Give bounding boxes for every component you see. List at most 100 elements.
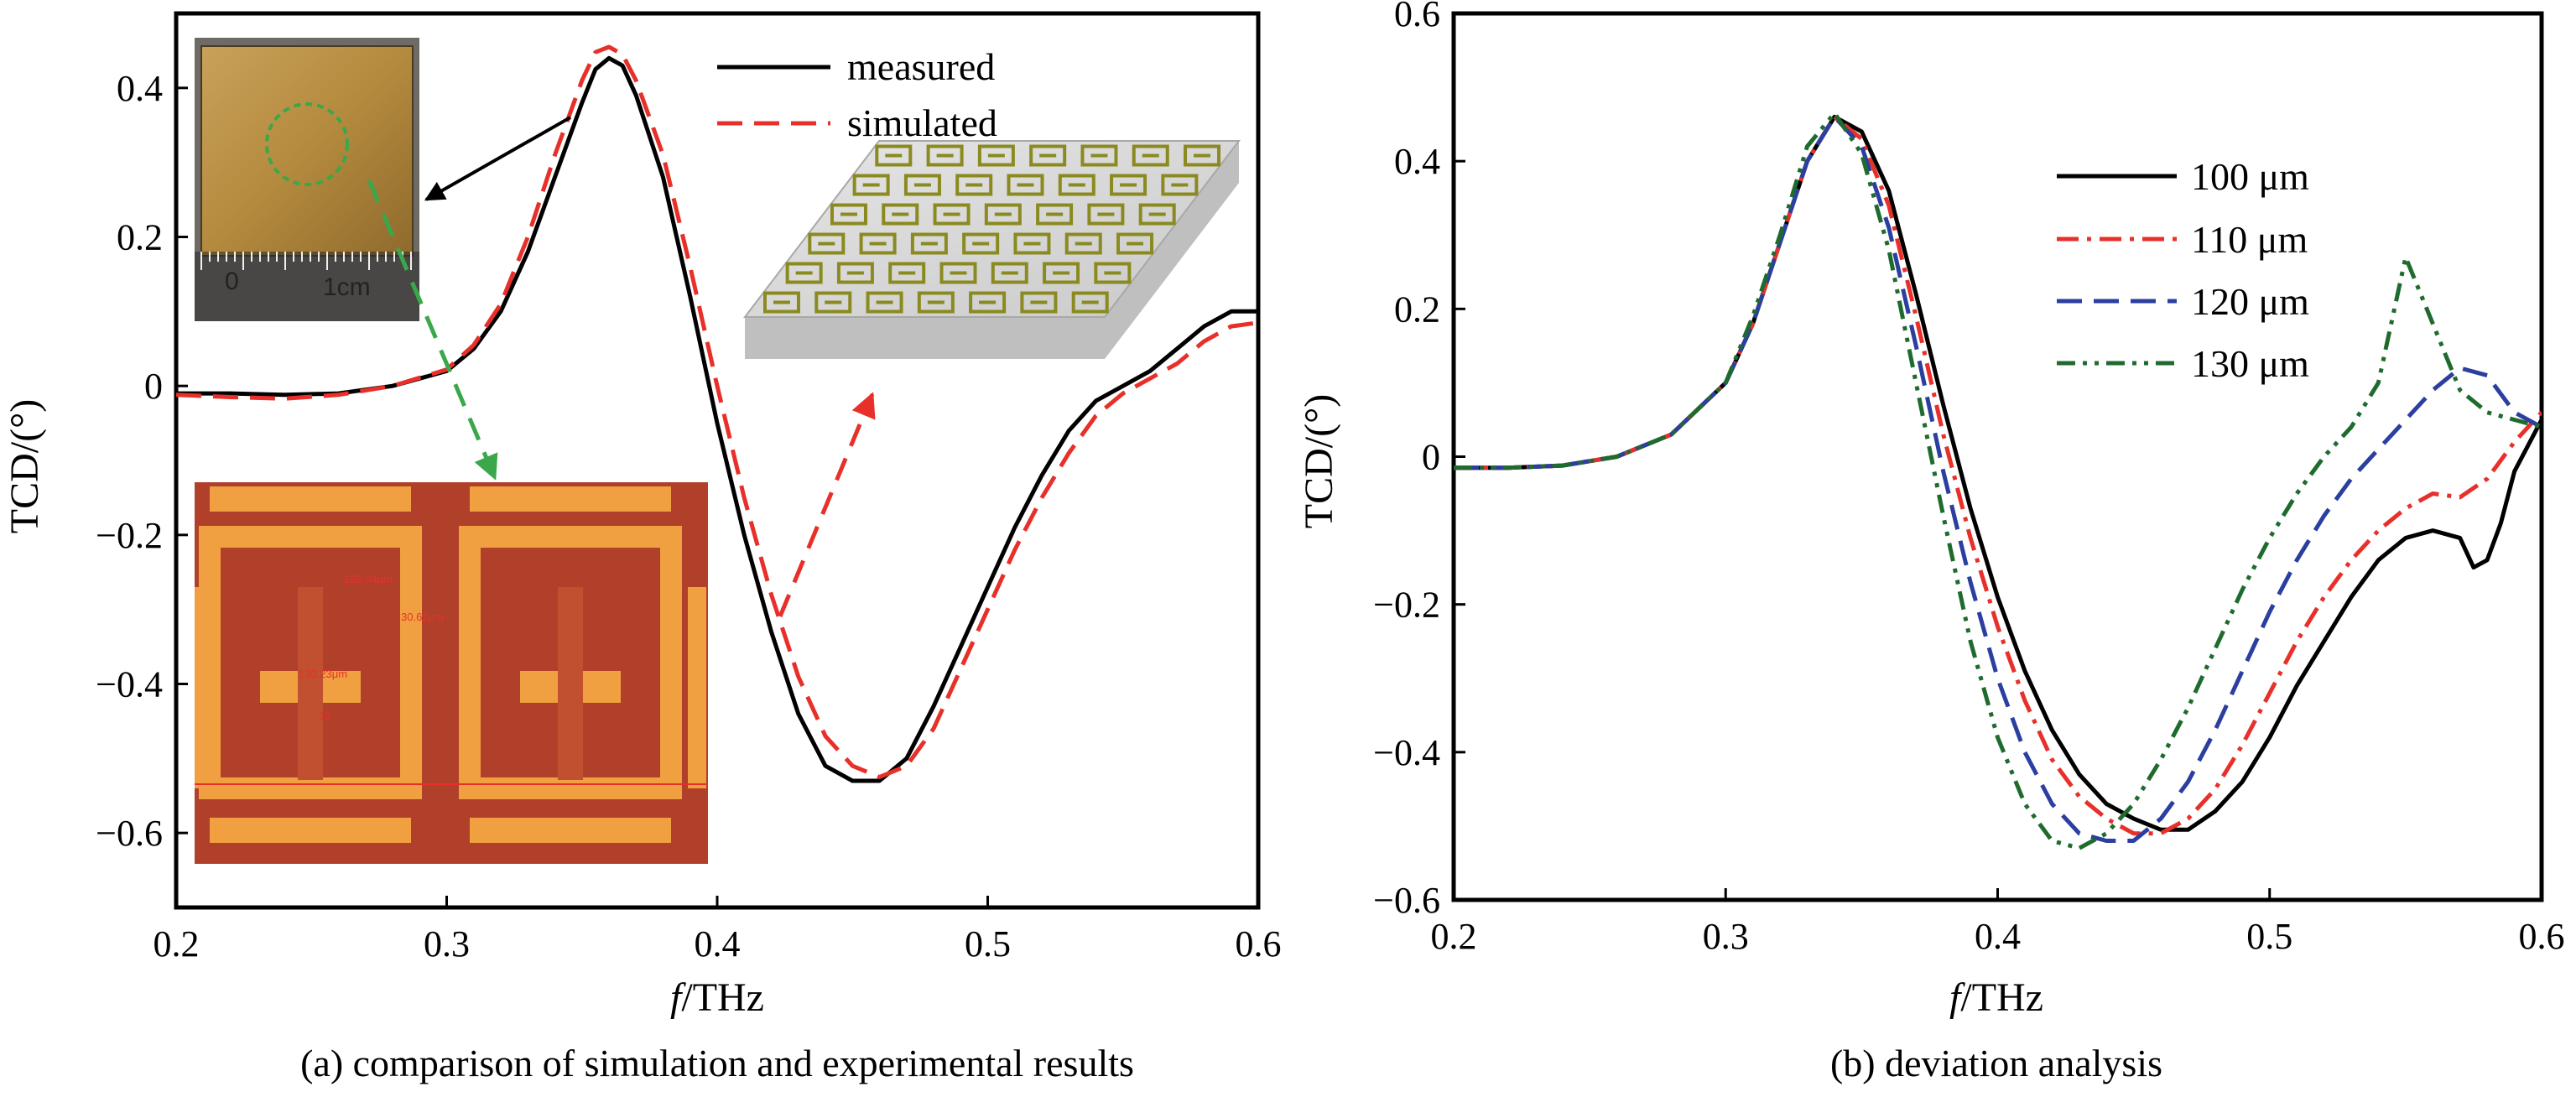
board-unit-cell — [888, 262, 926, 284]
a-ylabel: TCD/(°) — [3, 399, 47, 534]
a-ytick-label: −0.4 — [96, 664, 163, 705]
a-caption: (a) comparison of simulation and experim… — [300, 1042, 1134, 1084]
panel-b: 0.2 0.3 0.4 0.5 0.6 0.6 0.4 0.2 0 −0.2 −0.4 −0.6 10… — [1297, 0, 2565, 1084]
b-xtick-label: 0.4 — [1975, 916, 2021, 957]
a-ytick-label: 0.2 — [117, 217, 163, 258]
photo-scale-zero: 0 — [225, 268, 239, 295]
board-unit-cell — [1020, 291, 1058, 314]
b-ytick-label: −0.6 — [1373, 880, 1440, 921]
photo-zoom-circle — [265, 102, 349, 186]
board-top — [742, 140, 1241, 318]
board-unit-cell — [984, 203, 1022, 226]
board-unit-cell — [1029, 144, 1067, 167]
board-unit-cell — [866, 291, 903, 314]
legend-a-measured: measured — [847, 45, 995, 88]
b-caption: (b) deviation analysis — [1830, 1042, 2162, 1084]
a-series-line-0 — [176, 55, 1258, 783]
board-unit-cell — [1058, 174, 1095, 196]
a-xtick-label: 0.6 — [1236, 923, 1282, 964]
legend-a: measured simulated — [717, 45, 997, 144]
board-unit-cell — [814, 291, 852, 314]
board-unit-cell — [762, 291, 800, 314]
legend-b-120: 120 μm — [2191, 280, 2309, 323]
sample-photo-inset: 0 1cm — [195, 38, 419, 321]
board-unit-cell — [808, 232, 846, 255]
b-ytick-label: 0 — [1422, 437, 1440, 478]
board-unit-cell — [1110, 174, 1147, 196]
micro-bar — [470, 486, 671, 512]
board-unit-cell — [939, 262, 977, 284]
micro-bar — [470, 818, 671, 843]
micro-bar — [210, 818, 411, 843]
legend-b-110: 110 μm — [2191, 218, 2308, 261]
board-unit-cell — [926, 144, 964, 167]
board-unit-cell — [969, 291, 1007, 314]
a-xtick-label: 0.5 — [965, 923, 1011, 964]
micro-side-bar — [688, 587, 706, 788]
legend-b: 100 μm 110 μm 120 μm 130 μm — [2057, 155, 2309, 385]
board-unit-cell — [1064, 232, 1102, 255]
micro-unit-cell — [459, 526, 682, 799]
board-unit-cell — [859, 232, 897, 255]
board-unit-cell — [1071, 291, 1109, 314]
a-ytick-label: −0.2 — [96, 515, 163, 556]
micro-label-3: 130.23μm — [299, 668, 347, 680]
micro-side-bar — [195, 587, 213, 788]
legend-a-simulated: simulated — [847, 101, 997, 144]
a-ytick-label: −0.6 — [96, 813, 163, 854]
b-ylabel: TCD/(°) — [1297, 394, 1341, 529]
b-ytick-label: −0.2 — [1373, 585, 1440, 626]
board-unit-cell — [875, 144, 913, 167]
b-xtick-label: 0.5 — [2246, 916, 2292, 957]
b-xtick-label: 0.2 — [1431, 916, 1477, 957]
board-unit-cell — [785, 262, 823, 284]
b-xtick-label: 0.6 — [2519, 916, 2565, 957]
board-unit-cell — [1013, 232, 1051, 255]
b-series-line-2 — [1454, 114, 2542, 843]
board-unit-cell — [917, 291, 955, 314]
board-unit-cell — [962, 232, 1000, 255]
b-series-line-3 — [1454, 111, 2542, 850]
microscope-inset: 182.04μm 30.61μm 130.23μm 15 — [195, 482, 708, 864]
photo-ruler — [195, 252, 419, 321]
peak-to-photo-arrow — [424, 116, 571, 201]
board-unit-cell — [991, 262, 1028, 284]
board-unit-cell — [1080, 144, 1118, 167]
b-ytick-label: −0.4 — [1373, 732, 1440, 773]
metasurface-model-inset — [742, 140, 1241, 359]
a-xlabel: f/THz — [670, 975, 764, 1020]
board-unit-cell — [852, 174, 890, 196]
board-unit-cell — [882, 203, 919, 226]
board-unit-cell — [903, 174, 941, 196]
micro-unit-cell — [199, 526, 422, 799]
photo-sample — [200, 45, 414, 257]
b-series-line-0 — [1454, 114, 2542, 832]
micro-label-2: 30.61μm — [401, 611, 444, 623]
board-unit-cell — [1132, 144, 1169, 167]
board-unit-cell — [1116, 232, 1154, 255]
board-unit-cell — [1138, 203, 1176, 226]
board-unit-cell — [830, 203, 867, 226]
a-xtick-label: 0.4 — [695, 923, 741, 964]
board-unit-cell — [1007, 174, 1044, 196]
a-ytick-label: 0 — [144, 366, 163, 407]
board-unit-cell — [933, 203, 971, 226]
board-unit-cell — [910, 232, 948, 255]
a-xtick-label: 0.2 — [154, 923, 200, 964]
micro-bar — [210, 486, 411, 512]
board-unit-cell — [1184, 144, 1221, 167]
board-unit-cell — [1087, 203, 1125, 226]
a-series-line-1 — [176, 44, 1258, 779]
b-xtick-label: 0.3 — [1703, 916, 1749, 957]
micro-label-4: 15 — [319, 710, 330, 722]
b-xlabel: f/THz — [1949, 975, 2043, 1020]
board-unit-cell — [1043, 262, 1080, 284]
board-unit-cell — [1036, 203, 1074, 226]
model-arrow — [778, 392, 876, 617]
a-xlabel-rest: /THz — [681, 975, 764, 1020]
legend-b-130: 130 μm — [2191, 342, 2309, 385]
b-ytick-label: 0.4 — [1394, 141, 1440, 182]
zoom-arrow — [367, 179, 498, 481]
b-xlabel-rest: /THz — [1960, 975, 2043, 1020]
